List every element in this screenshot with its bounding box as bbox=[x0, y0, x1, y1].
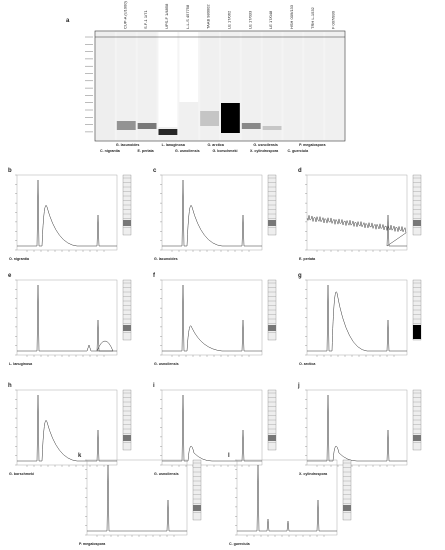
panel-letter: b bbox=[8, 168, 12, 174]
mini-band-main bbox=[123, 435, 131, 441]
trace bbox=[162, 284, 262, 352]
trace bbox=[162, 394, 262, 462]
gel-band bbox=[221, 103, 240, 133]
lane-label: CUP-A (U1000) bbox=[122, 1, 127, 29]
species-label: X. cylindrospora bbox=[250, 149, 279, 153]
lane-label: LE 17/062 bbox=[226, 10, 231, 29]
panel-letter: k bbox=[78, 453, 82, 459]
panel-letter: d bbox=[298, 168, 302, 174]
species-label: O. nigrantia bbox=[9, 257, 30, 261]
panel-letter: a bbox=[66, 18, 70, 24]
species-label: L. lanuginosa bbox=[162, 143, 186, 147]
species-label: E. perlata bbox=[138, 149, 155, 153]
panel-letter: e bbox=[8, 273, 12, 279]
panel-letter: c bbox=[153, 168, 157, 174]
gel-band bbox=[200, 111, 219, 126]
mini-band-main bbox=[343, 505, 351, 511]
lane-label: F 007/830 bbox=[331, 10, 336, 29]
gel-band bbox=[241, 123, 261, 129]
trace bbox=[17, 284, 117, 352]
species-label: C. guerciula bbox=[288, 149, 310, 153]
species-label: G. usnoilensis bbox=[253, 143, 278, 147]
species-label: G. lacunoides bbox=[116, 143, 140, 147]
lane bbox=[116, 32, 136, 140]
panel-letter: f bbox=[153, 273, 156, 279]
gel-band bbox=[179, 32, 199, 102]
gel-band bbox=[262, 126, 282, 130]
gel-band bbox=[116, 121, 136, 130]
panel-letter: h bbox=[8, 383, 12, 389]
panel-letter: i bbox=[153, 383, 155, 389]
mini-band-main bbox=[268, 325, 276, 331]
trace bbox=[307, 394, 407, 462]
species-label: G. usnoilensis bbox=[154, 362, 179, 366]
lane bbox=[241, 32, 261, 140]
species-label: C. nigrantia bbox=[100, 149, 121, 153]
mini-band-main bbox=[413, 435, 421, 441]
lane-label: TAAB 980002 bbox=[206, 4, 211, 29]
trace bbox=[162, 179, 262, 247]
lane-label: LE 17/048 bbox=[268, 10, 273, 29]
lane bbox=[304, 32, 324, 140]
gel bbox=[94, 30, 346, 142]
mini-band-main bbox=[268, 220, 276, 226]
mini-band-main bbox=[193, 505, 201, 511]
species-label: G. usnoilensis bbox=[175, 149, 200, 153]
species-label: G. borschmeki bbox=[9, 472, 34, 476]
species-label: C. guerciula bbox=[229, 542, 251, 546]
mini-band-main bbox=[123, 220, 131, 226]
mini-band-main bbox=[413, 220, 421, 226]
panel-letter: l bbox=[228, 453, 230, 459]
lane-label: L-L-S 457758 bbox=[185, 4, 190, 29]
species-label: X. cylindrospora bbox=[299, 472, 328, 476]
species-label: G. usnoilensis bbox=[154, 472, 179, 476]
panel-letter: j bbox=[297, 383, 300, 389]
species-label: O. arctica bbox=[299, 362, 316, 366]
species-label: G. lacunoides bbox=[154, 257, 178, 261]
species-label: E. perlata bbox=[299, 257, 316, 261]
lane bbox=[325, 32, 344, 140]
lane bbox=[283, 32, 303, 140]
trace bbox=[306, 214, 407, 247]
lane-label: UPS-F 1/4858 bbox=[164, 3, 169, 29]
species-label: L. lanuginosa bbox=[9, 362, 33, 366]
species-label: O. arctica bbox=[208, 143, 225, 147]
lane bbox=[137, 32, 157, 140]
lane-label: TRH L-1532 bbox=[310, 6, 315, 29]
lane-label: HSH 009/133 bbox=[289, 4, 294, 29]
trace bbox=[17, 394, 117, 462]
mini-band-main bbox=[268, 435, 276, 441]
species-label: P. megalospora bbox=[299, 143, 326, 147]
lane-label: S.F-1 1/71 bbox=[143, 10, 148, 29]
species-label: G. borschmeki bbox=[213, 149, 238, 153]
gel-band bbox=[137, 123, 157, 129]
trace bbox=[307, 284, 407, 352]
ladder-lane bbox=[96, 32, 115, 140]
lane-label: LE 17/033 bbox=[247, 10, 252, 29]
mini-band-main bbox=[123, 325, 131, 331]
mini-band-main bbox=[413, 325, 421, 339]
gel-band bbox=[158, 129, 178, 135]
trace bbox=[87, 464, 187, 532]
panel-letter: g bbox=[298, 273, 302, 279]
lane bbox=[262, 32, 282, 140]
trace bbox=[17, 179, 117, 247]
gel-band bbox=[158, 32, 178, 127]
trace bbox=[237, 464, 337, 532]
species-label: P. megalospora bbox=[79, 542, 106, 546]
